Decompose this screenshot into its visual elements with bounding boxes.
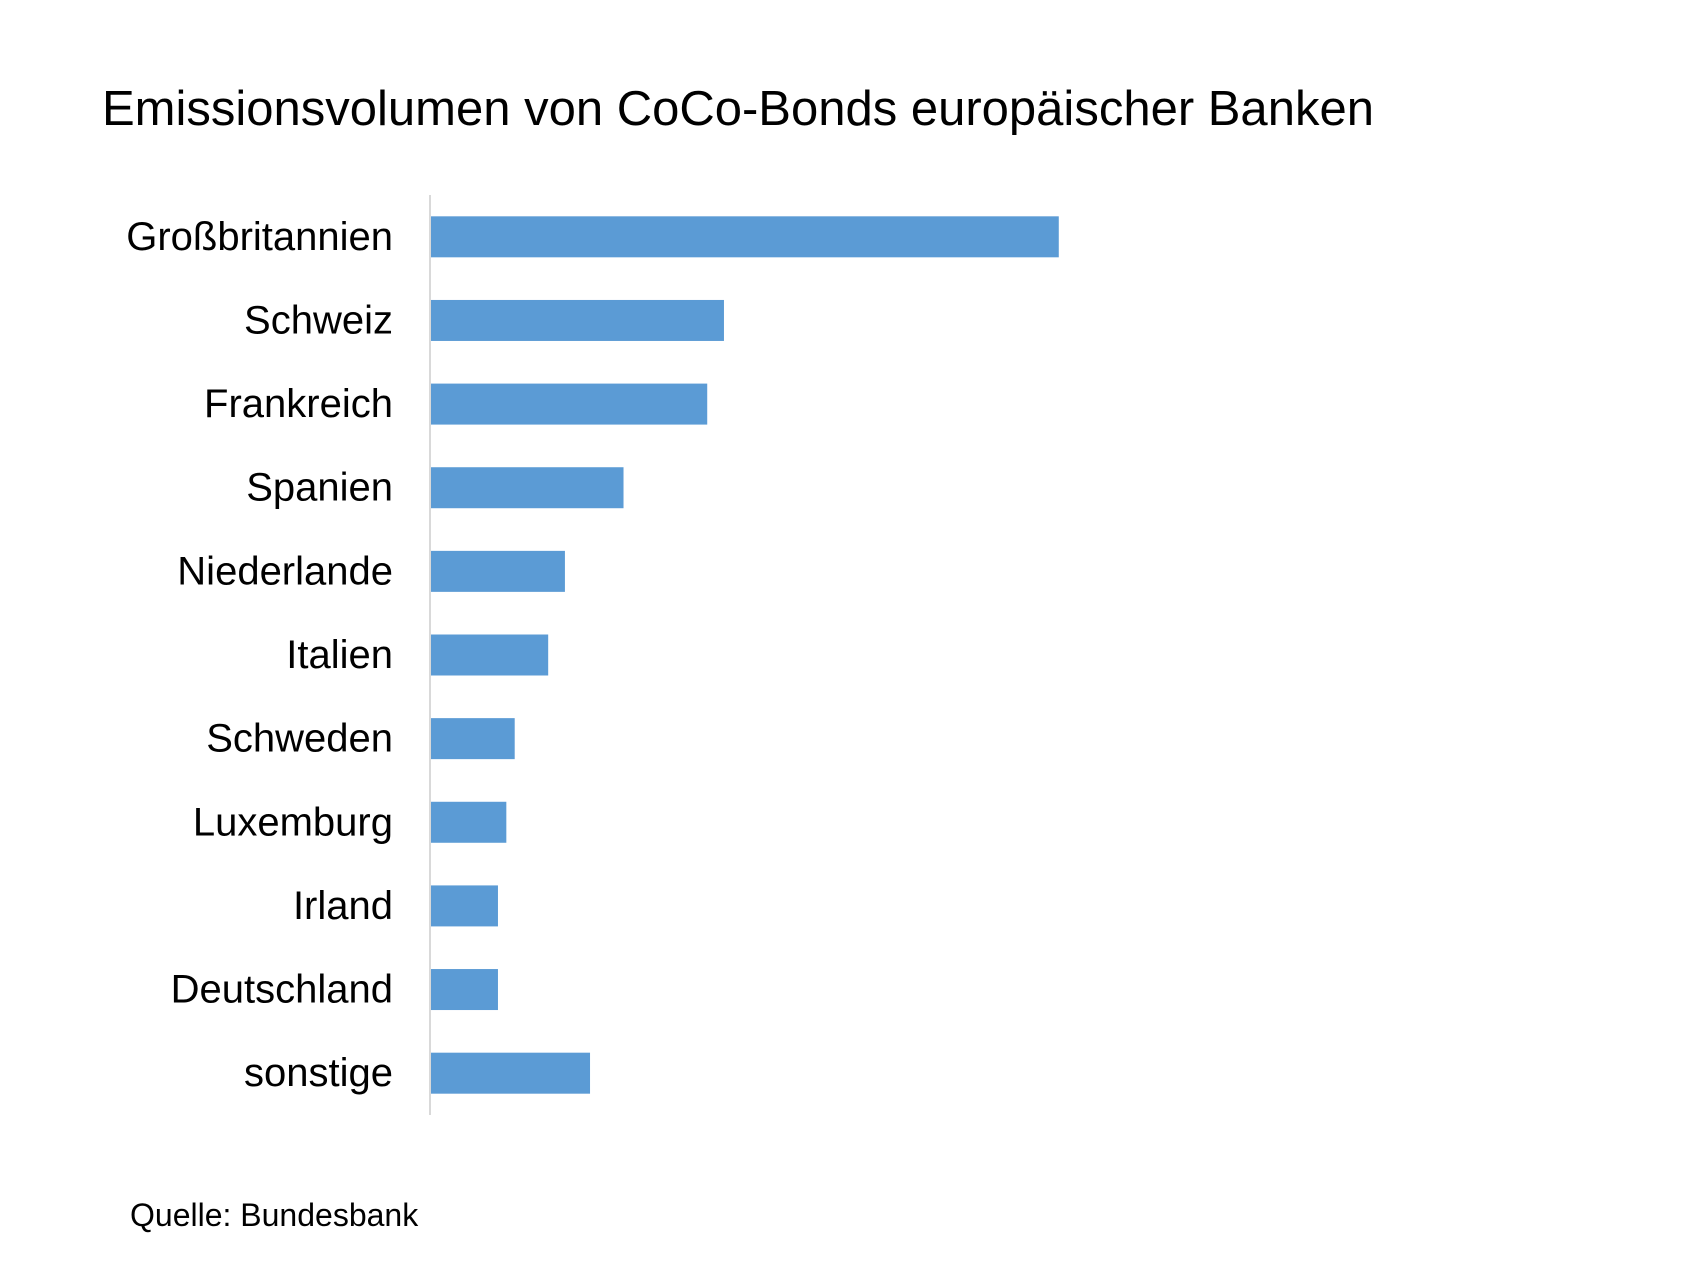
category-label: Schweiz xyxy=(244,298,393,342)
category-label: Schweden xyxy=(206,717,393,761)
category-label: Niederlande xyxy=(177,549,393,593)
bar-niederlande xyxy=(431,550,565,592)
category-label: Italien xyxy=(286,633,393,677)
bar-gro-britannien xyxy=(431,216,1059,258)
source-note: Quelle: Bundesbank xyxy=(130,1197,419,1233)
bars-layer xyxy=(431,216,1059,1094)
bar-luxemburg xyxy=(431,801,507,843)
category-label: Irland xyxy=(293,884,393,928)
category-label: Spanien xyxy=(246,466,393,510)
category-label: sonstige xyxy=(244,1051,393,1095)
category-label: Großbritannien xyxy=(126,215,393,259)
bar-spanien xyxy=(431,467,624,509)
bar-deutschland xyxy=(431,969,498,1011)
bar-irland xyxy=(431,885,498,927)
category-labels: Großbritannien Schweiz Frankreich Spanien Ni… xyxy=(126,215,393,1095)
bar-schweiz xyxy=(431,299,724,341)
category-label: Frankreich xyxy=(204,382,393,426)
chart-title: Emissionsvolumen von CoCo-Bonds europäis… xyxy=(102,82,1374,136)
bar-schweden xyxy=(431,718,515,760)
bar-sonstige xyxy=(431,1052,591,1094)
category-label: Luxemburg xyxy=(193,800,393,844)
bar-italien xyxy=(431,634,549,676)
category-label: Deutschland xyxy=(171,968,393,1012)
bar-frankreich xyxy=(431,383,708,425)
